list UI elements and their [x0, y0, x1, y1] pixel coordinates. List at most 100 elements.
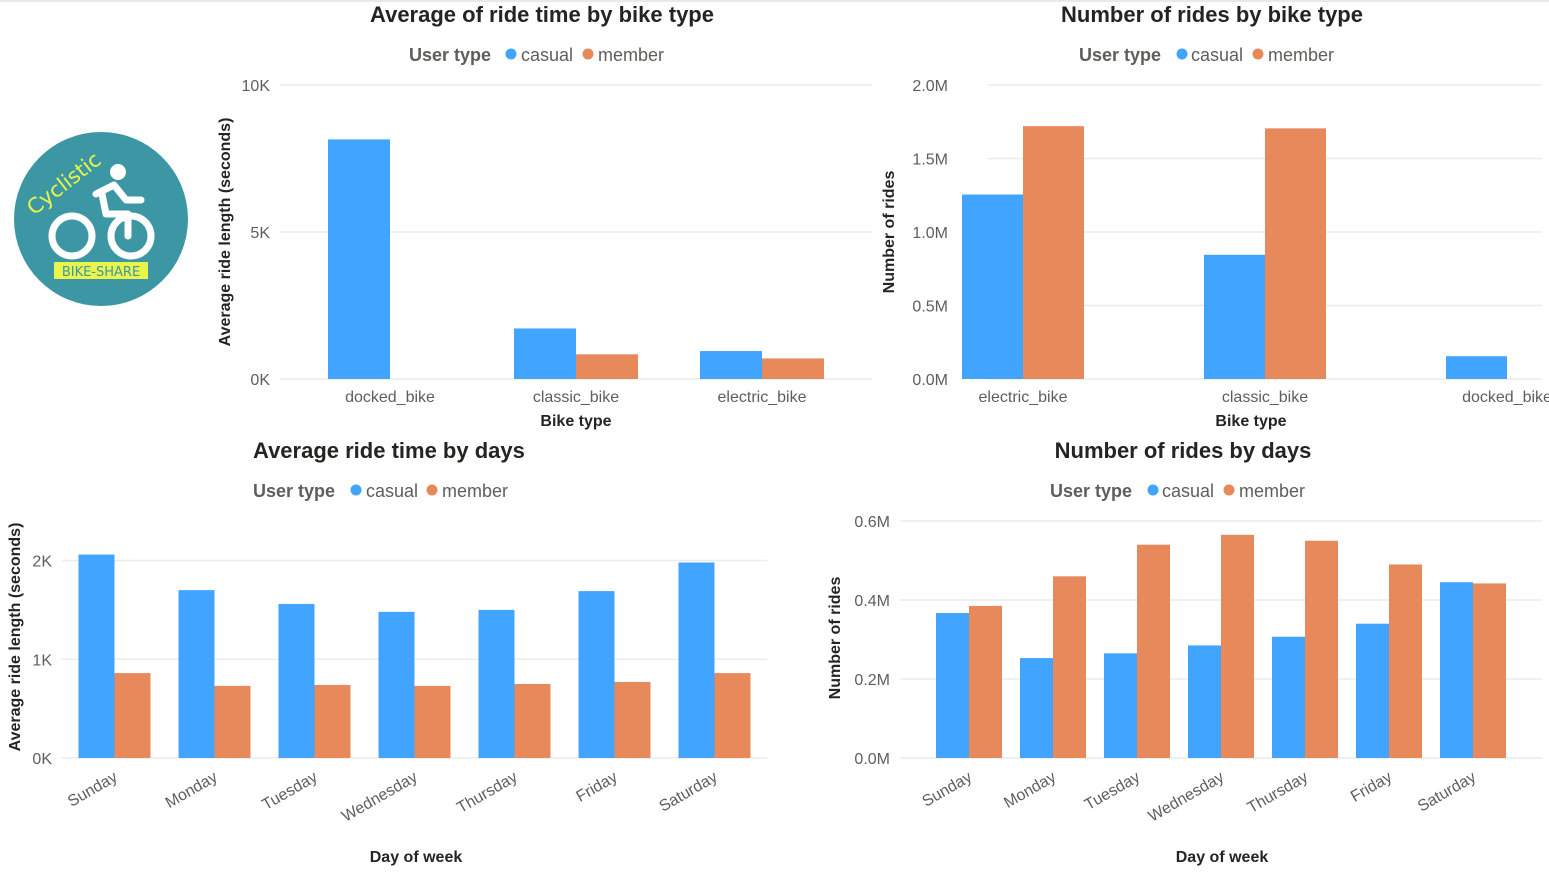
bar-casual-classic_bike[interactable]	[514, 328, 576, 379]
x-tick-label: Friday	[574, 769, 621, 806]
legend-marker-casual	[1147, 484, 1159, 496]
legend-title: User type	[1050, 481, 1132, 501]
bar-member-Sunday[interactable]	[114, 673, 151, 758]
bar-member-Tuesday[interactable]	[314, 684, 351, 758]
bar-casual-docked_bike[interactable]	[328, 139, 390, 379]
y-tick-label: 2K	[32, 554, 52, 571]
legend-label-casual: casual	[1162, 481, 1214, 501]
y-tick-label: 1.0M	[912, 225, 948, 242]
bar-member-Friday[interactable]	[1389, 564, 1422, 758]
y-axis-title: Average ride length (seconds)	[7, 523, 24, 752]
bar-casual-Wednesday[interactable]	[1188, 645, 1221, 758]
x-tick-label: docked_bike	[345, 389, 435, 406]
bar-member-Wednesday[interactable]	[414, 685, 451, 758]
bar-casual-Friday[interactable]	[578, 591, 615, 758]
x-tick-label: Thursday	[454, 769, 520, 817]
y-tick-label: 0.5M	[912, 299, 948, 316]
bar-casual-Tuesday[interactable]	[278, 603, 315, 758]
chart-title: Number of rides by days	[1055, 438, 1312, 463]
bar-casual-Wednesday[interactable]	[378, 611, 415, 758]
logo-banner	[54, 262, 148, 279]
number-of-rides-by-days-chart: Number of rides by days User type casual…	[800, 436, 1549, 872]
bar-casual-Thursday[interactable]	[478, 609, 515, 758]
x-tick-label: Saturday	[1415, 769, 1479, 816]
legend-marker-member	[426, 484, 438, 496]
y-tick-label: 0.0M	[854, 751, 890, 768]
bar-member-Thursday[interactable]	[514, 683, 551, 758]
x-tick-label: classic_bike	[1222, 389, 1308, 406]
bar-casual-Saturday[interactable]	[678, 562, 715, 758]
number-of-rides-by-bike-type-chart: Number of rides by bike type User type c…	[870, 0, 1549, 432]
bar-casual-Thursday[interactable]	[1272, 636, 1305, 758]
chart-title: Average of ride time by bike type	[370, 2, 714, 27]
x-tick-label: Wednesday	[1146, 769, 1227, 826]
x-tick-label: Monday	[1001, 769, 1059, 812]
x-tick-label: Tuesday	[259, 769, 320, 814]
bar-member-Friday[interactable]	[614, 681, 651, 758]
cyclistic-logo: Cyclistic BIKE-SHARE	[14, 132, 188, 306]
bar-member-electric_bike[interactable]	[1023, 126, 1084, 379]
x-tick-label: Tuesday	[1082, 769, 1143, 814]
y-tick-label: 1K	[32, 652, 52, 669]
bar-member-Monday[interactable]	[1053, 576, 1086, 758]
y-tick-label: 0.6M	[854, 514, 890, 531]
legend-label-casual: casual	[521, 45, 573, 65]
y-tick-label: 0K	[250, 372, 270, 389]
bar-casual-Monday[interactable]	[178, 590, 215, 758]
bar-casual-electric_bike[interactable]	[962, 194, 1023, 379]
x-axis-title: Bike type	[1215, 413, 1286, 430]
legend-title: User type	[1079, 45, 1161, 65]
chart-title: Average ride time by days	[253, 438, 525, 463]
bar-casual-classic_bike[interactable]	[1204, 254, 1265, 379]
bar-member-Monday[interactable]	[214, 685, 251, 758]
bar-member-Saturday[interactable]	[1473, 583, 1506, 758]
cyclist-icon	[48, 164, 155, 260]
bar-member-Sunday[interactable]	[969, 605, 1002, 758]
bar-member-Wednesday[interactable]	[1221, 534, 1254, 758]
legend-marker-casual	[1176, 48, 1188, 60]
bar-casual-Tuesday[interactable]	[1104, 653, 1137, 758]
legend: User type casual member	[1079, 45, 1334, 65]
bar-casual-Sunday[interactable]	[78, 554, 115, 758]
legend-label-casual: casual	[366, 481, 418, 501]
avg-ride-time-by-bike-type-svg: Average of ride time by bike type User t…	[217, 2, 872, 430]
bar-casual-Monday[interactable]	[1020, 658, 1053, 758]
bar-member-electric_bike[interactable]	[762, 358, 824, 379]
bar-member-Saturday[interactable]	[714, 673, 751, 758]
y-axis-title: Number of rides	[827, 577, 844, 700]
legend: User type casual member	[1050, 481, 1305, 501]
x-tick-label: electric_bike	[718, 389, 807, 406]
top-divider	[0, 0, 1549, 2]
x-axis-title: Bike type	[540, 413, 611, 430]
legend-marker-member	[582, 48, 594, 60]
legend-marker-casual	[505, 48, 517, 60]
y-tick-label: 2.0M	[912, 78, 948, 95]
bar-member-classic_bike[interactable]	[576, 354, 638, 379]
legend-title: User type	[409, 45, 491, 65]
x-tick-label: Monday	[163, 769, 221, 812]
bar-member-Tuesday[interactable]	[1137, 544, 1170, 758]
bar-casual-Sunday[interactable]	[936, 613, 969, 758]
chart-title: Number of rides by bike type	[1061, 2, 1363, 27]
logo-text-bike-share: BIKE-SHARE	[62, 265, 140, 280]
legend-label-casual: casual	[1191, 45, 1243, 65]
bar-casual-docked_bike[interactable]	[1446, 356, 1507, 379]
x-tick-label: Sunday	[65, 769, 120, 811]
number-of-rides-by-bike-type-svg: Number of rides by bike type User type c…	[881, 2, 1549, 430]
bar-casual-Friday[interactable]	[1356, 623, 1389, 758]
bar-casual-Saturday[interactable]	[1440, 582, 1473, 758]
bar-member-classic_bike[interactable]	[1265, 128, 1326, 379]
legend: User type casual member	[409, 45, 664, 65]
bar-casual-electric_bike[interactable]	[700, 351, 762, 379]
legend-label-member: member	[1239, 481, 1305, 501]
bar-member-Thursday[interactable]	[1305, 540, 1338, 758]
number-of-rides-by-days-svg: Number of rides by days User type casual…	[827, 438, 1542, 866]
x-tick-label: electric_bike	[979, 389, 1068, 406]
legend-title: User type	[253, 481, 335, 501]
avg-ride-time-by-days-chart: Average ride time by days User type casu…	[0, 436, 790, 872]
avg-ride-time-by-bike-type-chart: Average of ride time by bike type User t…	[200, 0, 890, 432]
legend-label-member: member	[1268, 45, 1334, 65]
y-axis-title: Number of rides	[881, 171, 898, 294]
y-tick-label: 0.0M	[912, 372, 948, 389]
x-tick-label: Thursday	[1245, 769, 1311, 817]
